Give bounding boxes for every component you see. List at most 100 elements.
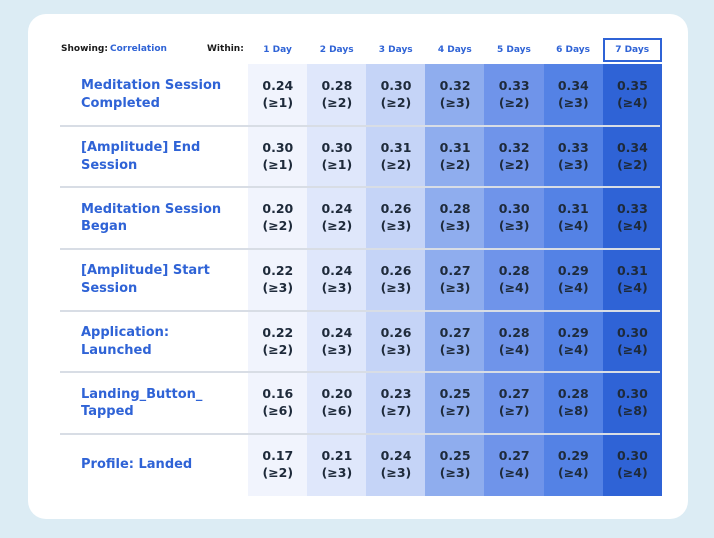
correlation-cell[interactable]: 0.33 (≥3): [543, 125, 604, 188]
correlation-cell[interactable]: 0.35 (≥4): [602, 64, 663, 126]
correlation-value: 0.22: [262, 324, 294, 340]
correlation-cell[interactable]: 0.34 (≥3): [543, 64, 604, 126]
occurrence-threshold: (≥3): [380, 218, 412, 234]
correlation-value: 0.30: [498, 201, 530, 217]
correlation-cell[interactable]: 0.30 (≥4): [602, 434, 663, 496]
correlation-value: 0.30: [616, 386, 648, 402]
correlation-cell[interactable]: 0.30 (≥1): [248, 125, 308, 188]
correlation-cell[interactable]: 0.20 (≥2): [248, 187, 308, 250]
correlation-value: 0.30: [616, 324, 648, 340]
correlation-cell[interactable]: 0.27 (≥3): [425, 249, 485, 311]
occurrence-threshold: (≥3): [498, 218, 530, 234]
correlation-cell[interactable]: 0.22 (≥2): [248, 310, 308, 373]
column-header-2-day[interactable]: 2 Days: [319, 45, 354, 55]
correlation-cell[interactable]: 0.26 (≥3): [366, 249, 426, 311]
correlation-value: 0.27: [498, 448, 530, 464]
correlation-cell[interactable]: 0.29 (≥4): [543, 434, 604, 496]
correlation-value: 0.32: [439, 77, 471, 93]
correlation-value: 0.34: [616, 139, 648, 155]
correlation-cell[interactable]: 0.27 (≥4): [484, 434, 544, 496]
correlation-value: 0.28: [439, 201, 471, 217]
correlation-cell[interactable]: 0.26 (≥3): [366, 310, 426, 373]
event-label[interactable]: [Amplitude] Start Session: [81, 263, 210, 296]
correlation-value: 0.17: [262, 448, 294, 464]
event-label[interactable]: Profile: Landed: [81, 457, 193, 473]
correlation-cell[interactable]: 0.26 (≥3): [366, 187, 426, 250]
column-header-6-day[interactable]: 6 Days: [556, 45, 590, 55]
correlation-cell[interactable]: 0.17 (≥2): [248, 434, 308, 496]
occurrence-threshold: (≥4): [557, 279, 589, 295]
correlation-cell[interactable]: 0.32 (≥2): [484, 125, 544, 188]
event-label[interactable]: Meditation Session Began: [81, 201, 222, 235]
correlation-cell[interactable]: 0.30 (≥3): [484, 187, 544, 250]
correlation-cell[interactable]: 0.28 (≥2): [307, 64, 367, 126]
correlation-cell[interactable]: 0.24 (≥1): [248, 64, 308, 126]
occurrence-threshold: (≥4): [617, 279, 648, 295]
occurrence-threshold: (≥2): [439, 156, 471, 172]
correlation-value: 0.24: [380, 448, 412, 464]
correlation-value: 0.31: [616, 263, 648, 279]
occurrence-threshold: (≥2): [498, 94, 530, 110]
occurrence-threshold: (≥1): [321, 156, 353, 172]
correlation-cell[interactable]: 0.29 (≥4): [543, 249, 604, 311]
correlation-cell[interactable]: 0.30 (≥2): [366, 64, 426, 126]
correlation-cell[interactable]: 0.34 (≥2): [602, 125, 663, 188]
correlation-cell[interactable]: 0.32 (≥3): [425, 64, 485, 126]
correlation-cell[interactable]: 0.25 (≥3): [425, 434, 485, 496]
correlation-cell[interactable]: 0.28 (≥4): [484, 310, 544, 373]
correlation-cell[interactable]: 0.33 (≥2): [484, 64, 544, 126]
event-label[interactable]: Landing_Button_ Tapped: [81, 386, 203, 420]
occurrence-threshold: (≥3): [321, 279, 353, 295]
column-header-3-day[interactable]: 3 Days: [378, 45, 413, 55]
correlation-value: 0.26: [380, 201, 412, 217]
column-header-4-day[interactable]: 4 Days: [437, 45, 472, 55]
occurrence-threshold: (≥2): [498, 156, 530, 172]
correlation-cell[interactable]: 0.30 (≥8): [602, 372, 663, 435]
correlation-cell[interactable]: 0.30 (≥1): [307, 125, 367, 188]
correlation-cell[interactable]: 0.25 (≥7): [425, 372, 485, 435]
correlation-value: 0.30: [262, 139, 294, 155]
event-label[interactable]: [Amplitude] End Session: [81, 139, 201, 173]
occurrence-threshold: (≥6): [321, 403, 353, 419]
correlation-cell[interactable]: 0.30 (≥4): [602, 310, 663, 373]
correlation-cell[interactable]: 0.21 (≥3): [307, 434, 367, 496]
correlation-cell[interactable]: 0.22 (≥3): [248, 249, 308, 311]
correlation-value: 0.20: [262, 201, 294, 217]
correlation-cell[interactable]: 0.27 (≥7): [484, 372, 544, 435]
correlation-cell[interactable]: 0.24 (≥2): [307, 187, 367, 250]
correlation-value: 0.29: [557, 263, 589, 279]
occurrence-threshold: (≥3): [321, 341, 353, 357]
occurrence-threshold: (≥3): [439, 341, 471, 357]
correlation-cell[interactable]: 0.20 (≥6): [307, 372, 367, 435]
correlation-cell[interactable]: 0.28 (≥3): [425, 187, 485, 250]
column-header-7-day[interactable]: 7 Days: [602, 38, 662, 62]
correlation-cell[interactable]: 0.31 (≥2): [425, 125, 485, 188]
event-label[interactable]: Meditation Session Completed: [81, 78, 222, 111]
column-header-1-day[interactable]: 1 Day: [263, 45, 292, 55]
correlation-value: 0.23: [380, 386, 412, 402]
correlation-cell[interactable]: 0.24 (≥3): [307, 310, 367, 373]
table-row: Profile: Landed 0.17 (≥2) 0.21 (≥3) 0.24 (≥3) 0…: [60, 434, 663, 496]
correlation-cell[interactable]: 0.24 (≥3): [307, 249, 367, 311]
occurrence-threshold: (≥3): [321, 464, 353, 480]
correlation-cell[interactable]: 0.31 (≥4): [543, 187, 604, 250]
filter-header: Showing: Correlation Within: 1 Day 2 Days…: [28, 14, 688, 76]
showing-dropdown[interactable]: Correlation: [110, 44, 167, 54]
correlation-cell[interactable]: 0.16 (≥6): [248, 372, 308, 435]
correlation-cell[interactable]: 0.23 (≥7): [366, 372, 426, 435]
correlation-cell[interactable]: 0.33 (≥4): [602, 187, 663, 250]
correlation-cell[interactable]: 0.31 (≥4): [602, 249, 663, 311]
occurrence-threshold: (≥4): [498, 464, 530, 480]
correlation-cell[interactable]: 0.24 (≥3): [366, 434, 426, 496]
occurrence-threshold: (≥2): [380, 94, 412, 110]
correlation-cell[interactable]: 0.31 (≥2): [366, 125, 426, 188]
event-label[interactable]: Application: Launched: [81, 325, 170, 358]
correlation-cell[interactable]: 0.29 (≥4): [543, 310, 604, 373]
correlation-cell[interactable]: 0.27 (≥3): [425, 310, 485, 373]
correlation-cell[interactable]: 0.28 (≥8): [543, 372, 604, 435]
correlation-value: 0.28: [321, 77, 353, 93]
correlation-value: 0.22: [262, 263, 294, 279]
correlation-cell[interactable]: 0.28 (≥4): [484, 249, 544, 311]
correlation-table: Meditation Session Completed 0.24 (≥1) 0.28…: [60, 64, 663, 496]
column-header-5-day[interactable]: 5 Days: [496, 45, 531, 55]
